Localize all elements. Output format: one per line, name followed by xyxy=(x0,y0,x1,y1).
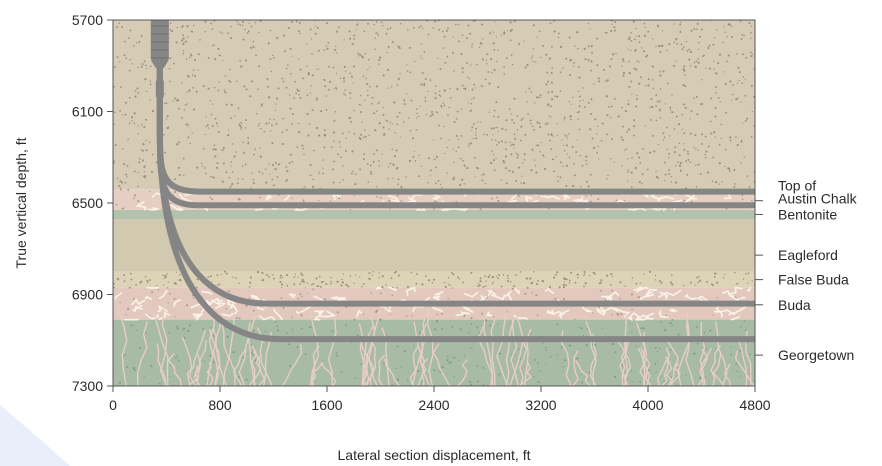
x-tick-label: 800 xyxy=(208,397,232,413)
layer-label-top-of-austin-chalk: Top of Austin Chalk xyxy=(778,178,858,207)
x-tick-label: 1600 xyxy=(311,397,342,413)
layer-label-false-buda: False Buda xyxy=(778,272,849,288)
x-tick-label: 4000 xyxy=(632,397,663,413)
layer-band-bentonite xyxy=(113,209,755,220)
x-axis-ticks: 0 800 1600 2400 3200 4000 4800 xyxy=(109,386,771,413)
overburden-band xyxy=(113,20,755,190)
x-tick-label: 0 xyxy=(109,397,117,413)
layer-label-bentonite: Bentonite xyxy=(778,206,837,222)
layer-label-eagleford: Eagleford xyxy=(778,247,838,263)
x-tick-label: 3200 xyxy=(525,397,556,413)
y-tick-label: 7300 xyxy=(72,378,103,394)
rock-textures xyxy=(113,20,755,386)
x-tick-label: 2400 xyxy=(418,397,449,413)
y-tick-label: 6100 xyxy=(72,104,103,120)
y-tick-label: 6500 xyxy=(72,195,103,211)
decorative-swoosh xyxy=(0,405,70,466)
lateral-well-4 xyxy=(156,68,755,343)
x-axis-title: Lateral section displacement, ft xyxy=(338,447,531,463)
x-tick-label: 4800 xyxy=(739,397,770,413)
layer-label-georgetown: Georgetown xyxy=(778,347,854,363)
y-axis-ticks: 5700 6100 6500 6900 7300 xyxy=(72,12,113,394)
y-axis-title: True vertical depth, ft xyxy=(13,137,29,268)
layer-label-buda: Buda xyxy=(778,297,811,313)
wellbores xyxy=(150,20,755,343)
y-tick-label: 5700 xyxy=(72,12,103,28)
y-tick-label: 6900 xyxy=(72,287,103,303)
layer-band-eagleford xyxy=(113,219,755,272)
casing-taper xyxy=(150,60,169,68)
wellhead-casing xyxy=(150,20,169,60)
